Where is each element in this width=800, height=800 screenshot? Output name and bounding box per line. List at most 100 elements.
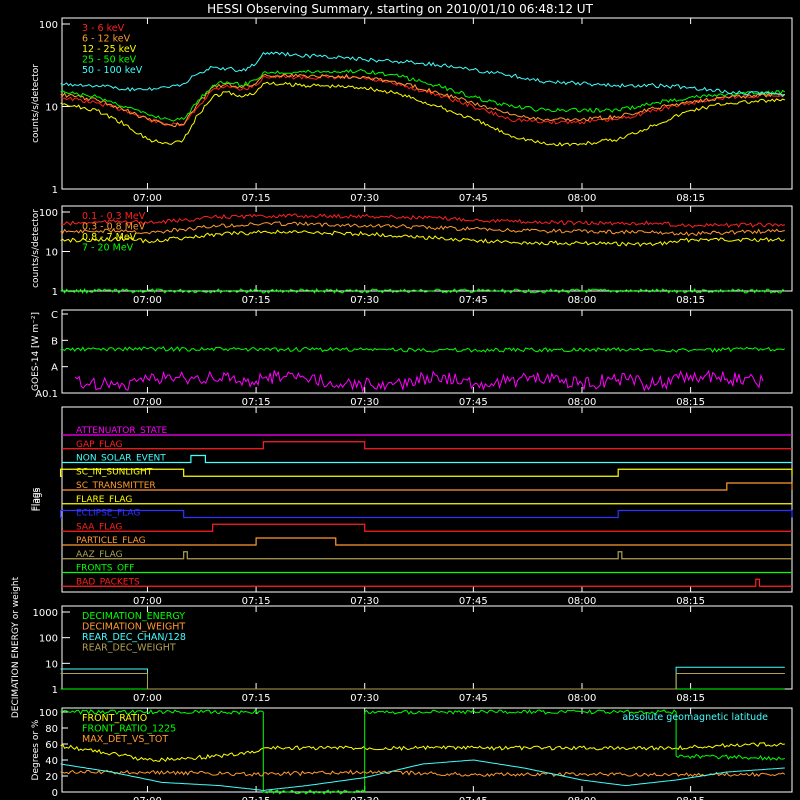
gamma-rates-series-line [60, 288, 786, 294]
flags-x-tick-label: 07:30 [350, 596, 379, 607]
flag-label: FLARE_FLAG [76, 495, 132, 505]
hxr-rates-legend-entry: 25 - 50 keV [82, 55, 137, 66]
decimation-y-tick-label: 1000 [33, 608, 58, 619]
flags-x-tick-label: 08:15 [676, 596, 705, 607]
decimation-x-tick-label: 07:30 [350, 693, 379, 704]
gamma-rates-x-tick-label: 07:00 [133, 295, 162, 306]
hxr-rates-legend-entry: 6 - 12 keV [82, 34, 131, 45]
goes-x-tick-label: 07:45 [459, 397, 488, 408]
hxr-rates-x-tick-label: 07:45 [459, 193, 488, 204]
hxr-rates-x-tick-label: 08:15 [676, 193, 705, 204]
flag-line [62, 551, 792, 560]
gamma-rates-legend-entry: 7 - 20 MeV [82, 243, 134, 254]
orbit-legend-entry: FRONT_RATIO_1225 [82, 724, 176, 735]
goes-series-line [60, 346, 786, 353]
gamma-rates-legend-entry: 0.8 - 7 MeV [82, 232, 137, 243]
decimation-legend-entry: DECIMATION_WEIGHT [82, 622, 185, 633]
orbit-x-tick-label: 07:15 [242, 796, 271, 800]
hxr-rates-x-tick-label: 07:00 [133, 193, 162, 204]
gamma-rates-y-tick-label: 100 [39, 208, 58, 219]
gamma-rates-y-label: counts/s/detector [31, 209, 41, 288]
decimation-y-tick-label: 10 [45, 659, 58, 670]
flags-x-tick-label: 07:00 [133, 596, 162, 607]
hxr-rates-y-tick-label: 10 [45, 103, 58, 114]
decimation-x-tick-label: 07:15 [242, 693, 271, 704]
gamma-rates-series-line [60, 221, 785, 237]
decimation-x-tick-label: 07:00 [133, 693, 162, 704]
flag-label: AAZ_FLAG [76, 550, 123, 560]
decimation-x-tick-label: 08:00 [568, 693, 597, 704]
orbit-annotation: absolute geomagnetic latitude [622, 712, 768, 723]
decimation-legend-entry: REAR_DEC_CHAN/128 [82, 632, 186, 643]
hxr-rates-series-line [60, 73, 785, 128]
gamma-rates-series-line [60, 213, 785, 229]
flag-label: FRONTS_OFF [76, 564, 134, 574]
orbit-series-line [60, 742, 785, 762]
flag-line [62, 523, 792, 532]
orbit-x-tick-label: 08:00 [568, 796, 597, 800]
orbit-x-tick-label: 08:15 [676, 796, 705, 800]
flag-line [59, 509, 793, 519]
decimation-legend-entry: DECIMATION_ENERGY [82, 611, 185, 622]
orbit-x-tick-label: 07:30 [350, 796, 379, 800]
decimation-y-label: DECIMATION ENERGY or weight [11, 576, 21, 718]
decimation-x-tick-label: 08:15 [676, 693, 705, 704]
flag-line [62, 441, 792, 450]
decimation-y-tick-label: 100 [39, 634, 58, 645]
hxr-rates-y-label: counts/s/detector [31, 64, 41, 143]
orbit-series-line [60, 709, 785, 795]
gamma-rates-x-tick-label: 08:15 [676, 295, 705, 306]
goes-frame [61, 309, 793, 394]
flag-label: GAP_FLAG [76, 440, 122, 450]
flag-label: BAD_PACKETS [76, 577, 140, 587]
flag-label: SC_TRANSMITTER [76, 481, 156, 491]
flags-frame [61, 406, 793, 593]
orbit-frame [61, 707, 793, 793]
flag-label: PARTICLE_FLAG [76, 536, 146, 546]
orbit-y-tick-label: 80 [45, 724, 58, 735]
hxr-rates-x-tick-label: 07:30 [350, 193, 379, 204]
flags-x-tick-label: 08:00 [568, 596, 597, 607]
orbit-x-tick-label: 07:45 [459, 796, 488, 800]
decimation-series-line [60, 673, 785, 690]
orbit-y-tick-label: 20 [45, 772, 58, 783]
goes-y-tick-label: A0.1 [35, 389, 58, 400]
decimation-y-tick-label: 1 [52, 685, 58, 696]
goes-y-tick-label: B [51, 336, 58, 347]
goes-x-tick-label: 08:00 [568, 397, 597, 408]
gamma-rates-frame [61, 205, 793, 292]
gamma-rates-x-tick-label: 07:45 [459, 295, 488, 306]
flag-label: ECLIPSE_FLAG [76, 509, 140, 519]
decimation-legend-entry: REAR_DEC_WEIGHT [82, 643, 176, 654]
gamma-rates-x-tick-label: 07:30 [350, 295, 379, 306]
gamma-rates-x-tick-label: 07:15 [242, 295, 271, 306]
gamma-rates-y-tick-label: 10 [45, 248, 58, 259]
orbit-y-tick-label: 100 [39, 708, 58, 719]
flags-y-label: Flags [31, 487, 41, 511]
goes-x-tick-label: 08:15 [676, 397, 705, 408]
goes-y-tick-label: C [51, 310, 58, 321]
gamma-rates-series-line [60, 229, 786, 247]
flag-label: SAA_FLAG [76, 522, 122, 532]
goes-x-tick-label: 07:30 [350, 397, 379, 408]
flag-label: SC_IN_SUNLIGHT [76, 467, 153, 477]
gamma-rates-y-tick-label: 1 [52, 287, 58, 298]
flags-y-label: Flags [33, 487, 43, 511]
flag-line [62, 578, 792, 587]
gamma-rates-legend-entry: 0.3 - 0.8 MeV [82, 222, 146, 233]
flag-line [62, 454, 792, 464]
goes-x-tick-label: 07:00 [133, 397, 162, 408]
hxr-rates-y-tick-label: 100 [39, 20, 58, 31]
gamma-rates-legend-entry: 0.1 - 0.3 MeV [82, 211, 146, 222]
hxr-rates-series-line [60, 81, 785, 147]
orbit-series-line [60, 769, 786, 778]
flag-line [62, 482, 793, 491]
orbit-y-tick-label: 0 [52, 788, 58, 799]
goes-y-tick-label: A [51, 363, 58, 374]
chart-title: HESSI Observing Summary, starting on 201… [207, 2, 593, 16]
hxr-rates-legend-entry: 12 - 25 keV [82, 44, 137, 55]
flag-line [62, 537, 792, 546]
goes-series-line [74, 369, 764, 393]
